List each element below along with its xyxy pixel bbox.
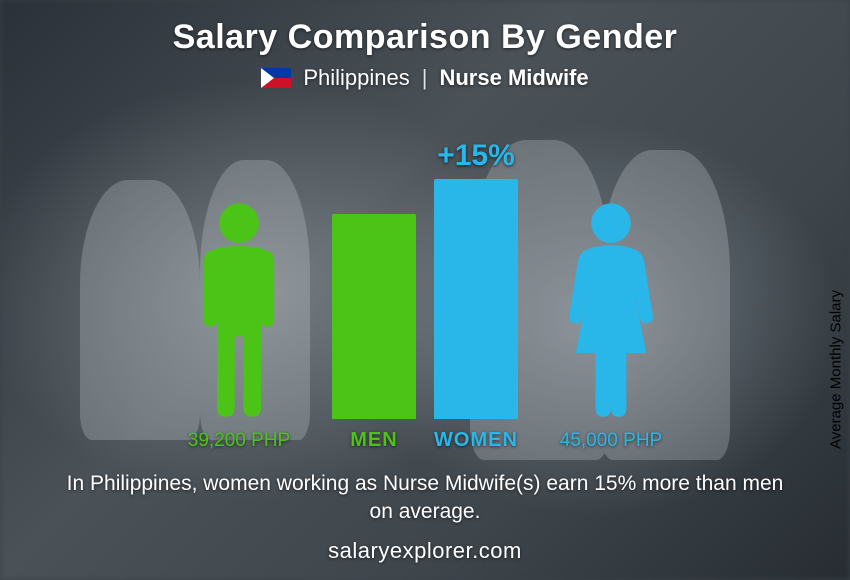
page-title: Salary Comparison By Gender [173,18,678,57]
men-label: MEN [332,429,416,452]
footer-source: salaryexplorer.com [0,538,850,564]
subtitle-separator: | [422,65,428,91]
men-salary-value: 39,200 PHP [164,430,314,452]
subtitle-row: Philippines | Nurse Midwife [261,65,588,91]
women-salary-value: 45,000 PHP [536,430,686,452]
women-pct-diff: +15% [437,139,515,173]
job-label: Nurse Midwife [439,65,588,91]
women-bar [434,179,518,419]
women-figure-column [536,109,686,419]
male-icon [184,199,294,419]
gender-salary-chart: +15% [75,109,775,419]
philippines-flag-icon [261,68,291,88]
country-label: Philippines [303,65,409,91]
infographic-content: Salary Comparison By Gender Philippines … [0,0,850,580]
men-bar-column [332,109,416,419]
yaxis-label: Average Monthly Salary [828,290,845,449]
summary-text: In Philippines, women working as Nurse M… [65,470,785,527]
women-bar-column: +15% [434,109,518,419]
female-icon [556,199,666,419]
labels-row: 39,200 PHP MEN WOMEN 45,000 PHP [75,429,775,452]
men-figure-column [164,109,314,419]
men-bar [332,214,416,419]
women-label: WOMEN [434,429,518,452]
